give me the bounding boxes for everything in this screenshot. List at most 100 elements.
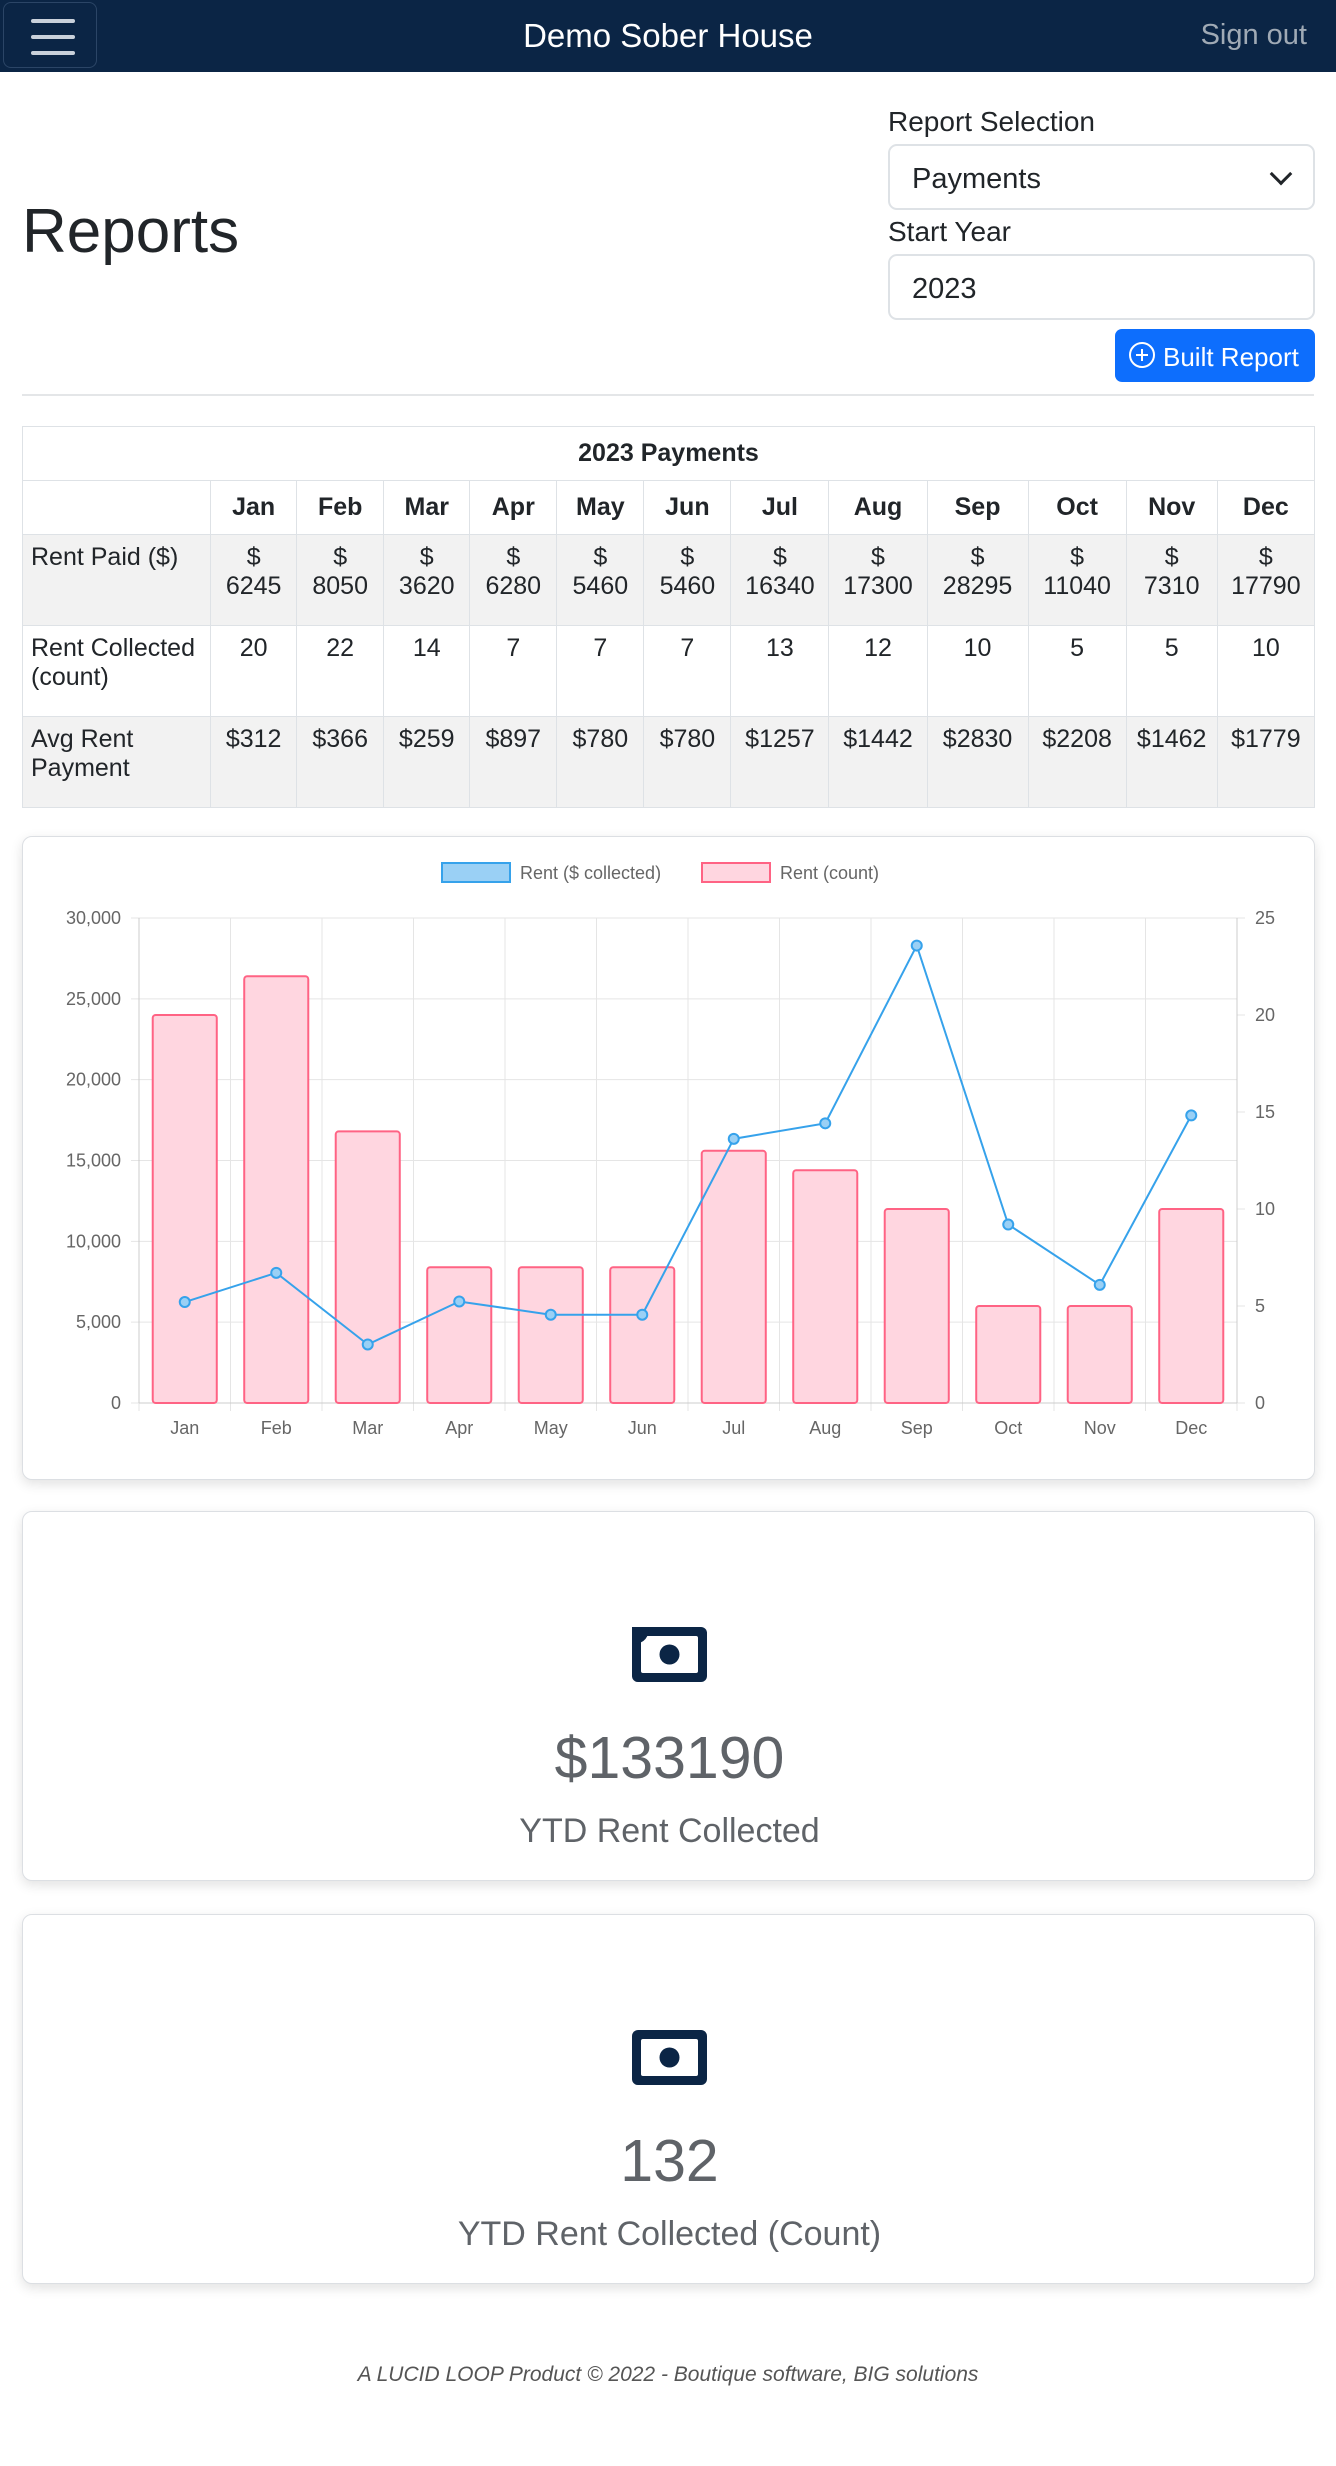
bar-rent-count	[1158, 1208, 1225, 1404]
legend-swatch	[441, 862, 511, 883]
chevron-down-icon	[1269, 162, 1293, 186]
point-rent-collected	[1002, 1218, 1015, 1231]
table-cell: $8050	[296, 534, 385, 626]
table-cell: $5460	[556, 534, 645, 626]
y-left-tick-label: 30,000	[66, 908, 121, 928]
y-left-tick-label: 5,000	[76, 1312, 121, 1332]
table-header-month: Dec	[1216, 480, 1316, 535]
legend-label: Rent ($ collected)	[520, 863, 661, 883]
table-cell: 7	[469, 625, 558, 717]
table-cell: $17300	[828, 534, 928, 626]
rent-chart: 0 5,000 10,000 15,000 20,000 25,000 30,000 0 5 10…	[66, 862, 1275, 1438]
table-cell: $2830	[926, 716, 1029, 808]
table-cell: 12	[828, 625, 928, 717]
x-tick-label: Feb	[261, 1418, 292, 1438]
bar-rent-count	[517, 1266, 584, 1405]
table-header-month: Jun	[643, 480, 732, 535]
x-tick-label: Jan	[170, 1418, 199, 1438]
report-selection-label: Report Selection	[888, 106, 1096, 137]
bar-rent-count	[700, 1149, 767, 1404]
sign-out-link[interactable]: Sign out	[1200, 19, 1307, 51]
stat-card-rent-count: 132 YTD Rent Collected (Count)	[22, 1914, 1315, 2284]
point-rent-collected	[178, 1296, 191, 1309]
table-cell: $2208	[1027, 716, 1127, 808]
stat-card-rent-collected: $133190 YTD Rent Collected	[22, 1511, 1315, 1881]
table-header-month: Jan	[210, 480, 298, 535]
report-selection-select[interactable]: Payments	[888, 144, 1315, 210]
table-cell: $1462	[1125, 716, 1218, 808]
table-cell: $7310	[1125, 534, 1218, 626]
point-rent-collected	[544, 1308, 557, 1321]
y-left-tick-label: 25,000	[66, 989, 121, 1009]
brand-title[interactable]: Demo Sober House	[523, 17, 813, 54]
row-label: Avg Rent Payment	[21, 716, 212, 808]
x-tick-label: Dec	[1175, 1418, 1207, 1438]
start-year-value: 2023	[912, 273, 977, 305]
y-left-tick-label: 10,000	[66, 1231, 121, 1251]
plus-circle-icon	[1129, 342, 1155, 368]
x-tick-label: Oct	[994, 1418, 1022, 1438]
table-header-month: Sep	[926, 480, 1029, 535]
table-cell: 14	[383, 625, 471, 717]
table-header-month: Oct	[1027, 480, 1127, 535]
table-cell: 5	[1125, 625, 1218, 717]
bar-rent-count	[975, 1305, 1042, 1404]
table-header-month: Jul	[730, 480, 830, 535]
table-cell: 22	[296, 625, 385, 717]
y-right-tick-label: 15	[1255, 1102, 1275, 1122]
stat-value: $133190	[554, 1725, 785, 1791]
table-cell: $780	[643, 716, 732, 808]
stat-label: YTD Rent Collected	[519, 1812, 820, 1850]
hamburger-icon-bar	[31, 51, 75, 55]
table-row: Rent Paid ($) $6245 $8050 $3620 $6280 $5…	[21, 534, 1316, 626]
build-report-button[interactable]: Built Report	[1115, 329, 1315, 382]
table-cell: $259	[383, 716, 471, 808]
table-cell: $366	[296, 716, 385, 808]
x-tick-label: Aug	[809, 1418, 841, 1438]
row-label: Rent Collected (count)	[21, 625, 212, 717]
y-left-tick-label: 20,000	[66, 1070, 121, 1090]
table-cell: 10	[926, 625, 1029, 717]
x-tick-label: May	[534, 1418, 568, 1438]
y-right-tick-label: 20	[1255, 1005, 1275, 1025]
start-year-input[interactable]: 2023	[888, 254, 1315, 320]
y-right-tick-label: 10	[1255, 1199, 1275, 1219]
table-cell: $1442	[828, 716, 928, 808]
page-title: Reports	[22, 197, 240, 266]
table-cell: $5460	[643, 534, 732, 626]
report-selection-value: Payments	[912, 163, 1041, 195]
x-tick-label: Jun	[628, 1418, 657, 1438]
chart-card: 0 5,000 10,000 15,000 20,000 25,000 30,000 0 5 10…	[22, 836, 1315, 1480]
bar-rent-count	[334, 1130, 401, 1404]
table-row: Rent Collected (count) 20 22 14 7 7 7 13…	[21, 625, 1316, 717]
stat-label: YTD Rent Collected (Count)	[457, 2215, 882, 2253]
table-header-month: Feb	[296, 480, 385, 535]
menu-toggle-button[interactable]	[3, 2, 97, 68]
x-tick-label: Mar	[352, 1418, 383, 1438]
table-cell: $11040	[1027, 534, 1127, 626]
table-cell: 7	[556, 625, 645, 717]
point-rent-collected	[361, 1338, 374, 1351]
bar-rent-count	[1066, 1305, 1133, 1404]
table-header-month: Mar	[383, 480, 471, 535]
point-rent-collected	[1185, 1109, 1198, 1122]
row-label: Rent Paid ($)	[21, 534, 212, 626]
table-cell: $16340	[730, 534, 830, 626]
table-title: 2023 Payments	[22, 426, 1315, 481]
table-cell: 20	[210, 625, 298, 717]
footer-text: A LUCID LOOP Product © 2022 - Boutique s…	[357, 2363, 979, 2386]
y-left-tick-label: 15,000	[66, 1151, 121, 1171]
bar-rent-count	[151, 1014, 218, 1404]
payments-table: 2023 Payments Jan Feb Mar Apr May Jun Ju…	[21, 426, 1316, 808]
header-divider	[22, 394, 1314, 396]
table-cell: $780	[556, 716, 645, 808]
bar-rent-count	[426, 1266, 493, 1405]
hamburger-icon-bar	[31, 35, 75, 39]
money-bill-icon	[632, 2030, 707, 2085]
table-cell: 5	[1027, 625, 1127, 717]
bar-rent-count	[883, 1208, 950, 1404]
table-cell: $1257	[730, 716, 830, 808]
table-cell: $1779	[1216, 716, 1316, 808]
start-year-label: Start Year	[888, 216, 1011, 247]
y-right-tick-label: 5	[1255, 1296, 1265, 1316]
